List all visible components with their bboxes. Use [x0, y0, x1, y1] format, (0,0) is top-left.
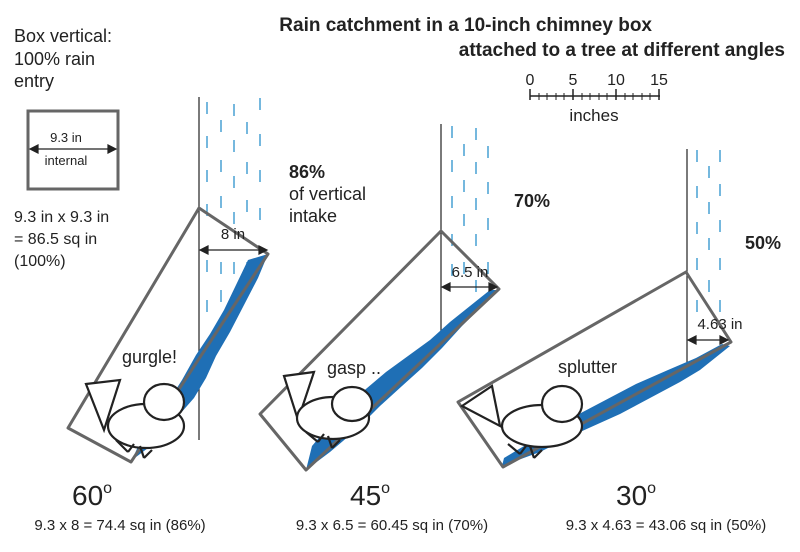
- opening-width-arrow: [198, 245, 269, 255]
- reference-heading-1: Box vertical:: [14, 26, 112, 46]
- opening-width-label: 6.5 in: [452, 264, 489, 281]
- chimney-box-outline: [66, 206, 270, 464]
- panel-30-deg: 4.63 in 50% splutter 30o 9.3 x 4.63 = 43…: [456, 149, 781, 534]
- opening-width-label: 8 in: [221, 226, 245, 243]
- title-line-1: Rain catchment in a 10-inch chimney box: [279, 15, 652, 36]
- reference-heading-2: 100% rain: [14, 49, 95, 69]
- opening-width-arrow: [440, 282, 499, 292]
- angle-label: 45o: [350, 480, 390, 511]
- rain-drops: [696, 150, 721, 312]
- scale-tick-5: 5: [569, 72, 578, 89]
- reference-width-label: 9.3 in: [50, 130, 82, 145]
- sound-label: gurgle!: [122, 347, 177, 367]
- percent-sub-line-2: intake: [289, 206, 337, 226]
- percent-label: 86%: [289, 162, 325, 182]
- area-formula: 9.3 x 8 = 74.4 sq in (86%): [34, 517, 205, 534]
- title-line-2: attached to a tree at different angles: [459, 40, 785, 61]
- bird-icon: [282, 370, 374, 449]
- reference-area-line-1: 9.3 in x 9.3 in: [14, 209, 109, 226]
- opening-width-arrow: [686, 335, 730, 345]
- percent-sub-line-1: of vertical: [289, 184, 366, 204]
- panel-45-deg: 6.5 in 70% gasp .. 45o 9.3 x 6.5 = 60.45…: [258, 124, 550, 534]
- percent-label: 50%: [745, 233, 781, 253]
- sound-label: gasp ..: [327, 358, 381, 378]
- area-formula: 9.3 x 6.5 = 60.45 sq in (70%): [296, 517, 488, 534]
- area-formula: 9.3 x 4.63 = 43.06 sq in (50%): [566, 517, 767, 534]
- reference-heading-3: entry: [14, 71, 54, 91]
- scale-bar: [529, 89, 660, 100]
- reference-internal-label: internal: [45, 153, 88, 168]
- chimney-box-outline: [258, 229, 501, 472]
- bird-icon: [84, 378, 186, 459]
- scale-tick-0: 0: [526, 72, 535, 89]
- angle-label: 60o: [72, 480, 112, 511]
- percent-label: 70%: [514, 191, 550, 211]
- bird-icon: [459, 384, 584, 459]
- reference-width-arrow: [28, 144, 118, 154]
- rain-drops: [451, 126, 489, 292]
- opening-width-label: 4.63 in: [697, 316, 742, 333]
- scale-tick-10: 10: [607, 72, 625, 89]
- sound-label: splutter: [558, 357, 617, 377]
- angle-label: 30o: [616, 480, 656, 511]
- reference-box-square: [26, 109, 120, 191]
- scale-tick-15: 15: [650, 72, 668, 89]
- panel-60-deg: 8 in 86% of vertical intake gurgle! 60o …: [34, 97, 366, 534]
- reference-area-line-3: (100%): [14, 253, 66, 270]
- chimney-box-outline: [456, 270, 733, 469]
- reference-area-line-2: = 86.5 sq in: [14, 231, 97, 248]
- scale-unit-label: inches: [569, 106, 618, 125]
